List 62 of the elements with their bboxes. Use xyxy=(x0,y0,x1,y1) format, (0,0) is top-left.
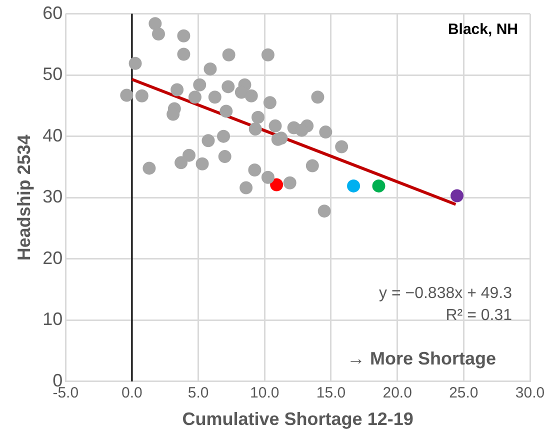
point xyxy=(128,56,142,70)
point xyxy=(208,90,222,104)
x-tick-label: 15.0 xyxy=(316,384,346,402)
point xyxy=(270,178,284,192)
point xyxy=(218,150,232,164)
point xyxy=(174,156,188,170)
point xyxy=(222,48,236,62)
point xyxy=(202,134,215,148)
annotation: → More Shortage xyxy=(346,348,496,368)
point xyxy=(148,17,162,30)
y-tick-label: 30 xyxy=(42,186,63,207)
x-tick-label: 0.0 xyxy=(122,384,142,402)
x-axis-title: Cumulative Shortage 12-19 xyxy=(182,409,414,430)
annotation: y = −0.838x + 49.3 xyxy=(379,284,512,302)
y-tick-label: 20 xyxy=(42,248,63,268)
point xyxy=(135,89,148,102)
point xyxy=(295,124,308,137)
y-tick-label: 10 xyxy=(42,309,63,330)
point xyxy=(177,29,190,42)
point xyxy=(261,170,274,184)
point xyxy=(248,164,262,177)
y-axis-title: Headship 2534 xyxy=(14,134,34,261)
y-tick-label: 50 xyxy=(42,64,63,84)
point xyxy=(244,89,258,102)
point xyxy=(234,86,248,99)
x-tick-label: 30.0 xyxy=(515,384,545,402)
point xyxy=(248,122,262,136)
point xyxy=(318,204,331,218)
y-tick-label: 40 xyxy=(42,125,63,146)
point xyxy=(196,157,209,170)
point xyxy=(177,48,190,61)
point xyxy=(268,119,282,132)
point xyxy=(450,189,464,202)
point xyxy=(306,159,319,172)
point xyxy=(188,90,202,104)
point xyxy=(372,179,386,192)
point xyxy=(170,83,184,96)
point xyxy=(252,110,265,124)
annotation: Black, NH xyxy=(448,20,518,38)
point xyxy=(204,62,217,76)
point xyxy=(220,104,233,118)
point xyxy=(217,130,230,143)
point xyxy=(193,78,206,92)
point xyxy=(263,96,276,110)
point xyxy=(182,148,196,162)
point xyxy=(152,28,165,41)
annotation: R² = 0.31 xyxy=(446,306,512,324)
x-tick-label: 20.0 xyxy=(382,384,412,402)
point xyxy=(347,179,360,192)
point xyxy=(311,90,324,104)
y-tick-label: 60 xyxy=(42,2,63,23)
point xyxy=(240,181,253,194)
x-tick-label: 10.0 xyxy=(250,384,280,402)
point xyxy=(335,140,348,154)
point xyxy=(283,176,296,190)
point xyxy=(120,88,134,102)
point xyxy=(319,126,332,139)
point xyxy=(222,80,235,94)
x-tick-label: 25.0 xyxy=(449,384,478,402)
x-tick-label: 5.0 xyxy=(188,384,209,402)
point xyxy=(142,162,156,175)
point xyxy=(261,48,274,62)
